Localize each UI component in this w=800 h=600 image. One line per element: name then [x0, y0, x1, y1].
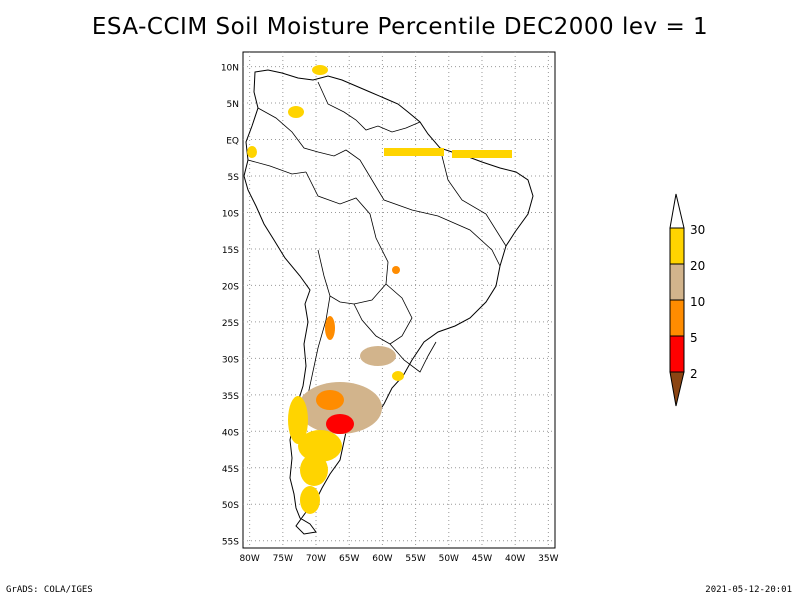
lat-tick-label: 5S	[228, 173, 240, 183]
lat-tick-label: 10N	[221, 64, 239, 74]
grid-lines	[243, 52, 555, 548]
footer-credit: GrADS: COLA/IGES	[6, 585, 93, 595]
colorbar-legend: 30 20 10 5 2	[669, 193, 705, 407]
colorbar-label-10: 10	[690, 295, 705, 309]
colorbar-bin-20-30	[669, 227, 685, 265]
footer-timestamp: 2021-05-12-20:01	[705, 585, 792, 595]
colorbar-bin-10-20	[669, 263, 685, 301]
lat-tick-label: 20S	[222, 282, 239, 292]
lon-tick-label: 70W	[306, 554, 326, 564]
colorbar-label-5: 5	[690, 331, 698, 345]
lon-tick-label: 65W	[339, 554, 359, 564]
lat-tick-label: 5N	[227, 100, 239, 110]
colorbar-bin-2-5	[669, 335, 685, 373]
lat-tick-label: 35S	[222, 392, 239, 402]
lat-tick-label: 45S	[222, 465, 239, 475]
country-borders	[247, 81, 507, 441]
lon-tick-label: 50W	[439, 554, 459, 564]
lat-tick-label: 55S	[222, 538, 239, 548]
lon-tick-label: 35W	[538, 554, 558, 564]
lat-tick-label: 15S	[222, 246, 239, 256]
colorbar-bottom-arrow	[669, 371, 685, 407]
lat-tick-label: 30S	[222, 355, 239, 365]
colorbar-label-30: 30	[690, 223, 705, 237]
lon-tick-label: 55W	[405, 554, 425, 564]
colorbar-label-20: 20	[690, 259, 705, 273]
lat-tick-label: 50S	[222, 501, 239, 511]
plot-border	[242, 51, 556, 549]
colorbar-top-arrow	[669, 193, 685, 229]
lat-tick-label: 25S	[222, 319, 239, 329]
tick-labels: 10N 5N EQ 5S 10S 15S 20S 25S 30S 35S 40S 45S 50S 55S8…	[221, 64, 559, 564]
lon-tick-label: 60W	[372, 554, 392, 564]
map-title: ESA-CCIM Soil Moisture Percentile DEC200…	[91, 14, 709, 40]
lon-tick-label: 40W	[505, 554, 525, 564]
lat-tick-label: 40S	[222, 428, 239, 438]
lon-tick-label: 45W	[472, 554, 492, 564]
colorbar-label-2: 2	[690, 367, 698, 381]
lat-tick-label: EQ	[226, 137, 239, 147]
lon-tick-label: 80W	[239, 554, 259, 564]
lat-tick-label: 10S	[222, 209, 239, 219]
lon-tick-label: 75W	[273, 554, 293, 564]
shading-low-percentile	[247, 65, 512, 514]
colorbar-bin-5-10	[669, 299, 685, 337]
